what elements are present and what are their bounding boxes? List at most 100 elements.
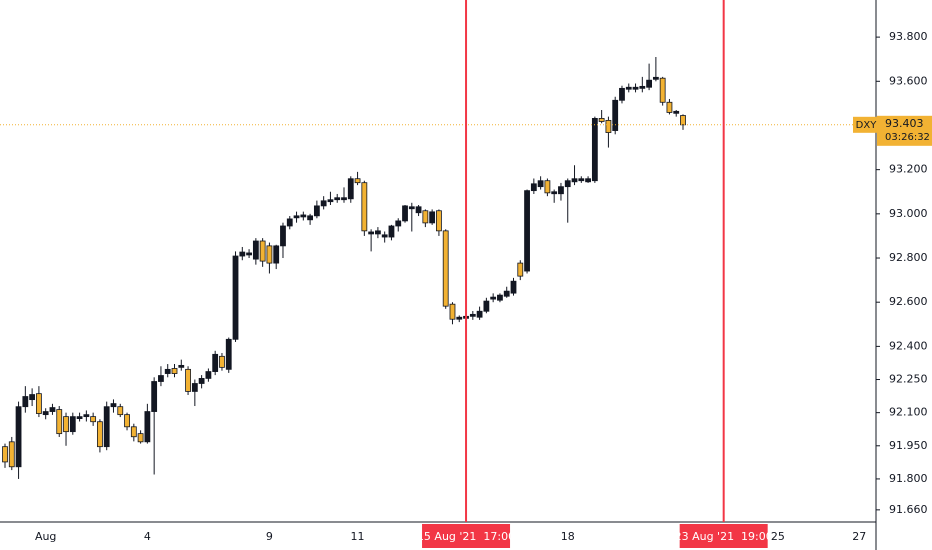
candle-body [320, 200, 327, 207]
y-tick-label: 91.800 [889, 472, 928, 485]
candle-body [497, 294, 503, 301]
candle-body [483, 300, 490, 312]
candle-body [22, 396, 29, 408]
candle-body [280, 225, 286, 247]
candle-body [103, 406, 110, 448]
candle-body [56, 409, 63, 435]
candle-body [673, 110, 680, 114]
y-tick-label: 93.000 [889, 207, 928, 220]
candle-body [117, 406, 124, 416]
candle-body [110, 403, 117, 408]
candle-body [266, 245, 273, 264]
candle-body [327, 199, 334, 203]
y-tick-label: 92.100 [889, 406, 928, 419]
y-tick-label: 92.400 [889, 339, 928, 352]
candle-body [388, 225, 395, 238]
candle-body [503, 290, 510, 297]
x-tick-label: 18 [561, 530, 575, 543]
candle-body [442, 230, 449, 307]
candle-body [259, 240, 266, 262]
candle-body [354, 178, 361, 184]
candle-body [449, 303, 456, 320]
time-marker-box [422, 524, 511, 548]
y-tick-label: 93.200 [889, 163, 928, 176]
y-tick-label: 92.250 [889, 373, 928, 386]
candle-body [469, 313, 476, 317]
candle-body [632, 86, 639, 90]
candle-body [422, 210, 429, 224]
candle-body [517, 262, 524, 277]
candle-body [164, 368, 171, 374]
candle-body [198, 378, 205, 384]
candle-body [402, 205, 408, 222]
candle-body [544, 180, 551, 194]
candle-body [429, 211, 436, 224]
candle-body [90, 416, 97, 423]
candle-body [185, 368, 191, 392]
candle-body [225, 338, 232, 370]
candle-body [510, 280, 517, 294]
candle-body [313, 205, 320, 217]
y-tick-label: 93.600 [889, 74, 928, 87]
candle-body [36, 393, 42, 414]
candle-body [15, 406, 22, 468]
candle-body [680, 115, 686, 126]
y-tick-label: 92.800 [889, 251, 928, 264]
candle-body [286, 218, 293, 227]
candle-body [124, 414, 130, 428]
last-price-label: 93.403 [885, 117, 924, 130]
candle-body [381, 234, 388, 238]
candle-body [137, 433, 144, 443]
candle-body [456, 316, 463, 320]
candle-body [219, 355, 225, 368]
x-tick-label: 11 [351, 530, 365, 543]
candle-body [76, 416, 83, 420]
x-tick-label: 4 [144, 530, 151, 543]
candle-body [42, 411, 49, 416]
candle-body [612, 99, 619, 131]
candle-body [524, 190, 530, 272]
candle-body [2, 446, 8, 463]
candle-body [178, 364, 185, 368]
candle-body [347, 178, 354, 200]
candle-body [361, 182, 368, 232]
candle-body [252, 240, 259, 260]
candle-body [246, 252, 252, 256]
candle-body [29, 394, 36, 401]
candle-body [368, 231, 375, 235]
countdown-label: 03:26:32 [885, 132, 930, 143]
candle-body [646, 79, 652, 88]
candle-body [83, 414, 90, 418]
x-tick-label: 25 [771, 530, 785, 543]
candle-body [374, 230, 381, 235]
candle-body [158, 375, 164, 382]
candle-body [395, 220, 402, 227]
candle-body [8, 441, 15, 468]
candle-body [144, 411, 151, 443]
y-tick-label: 91.950 [889, 439, 928, 452]
candle-body [591, 118, 598, 182]
candle-body [605, 119, 612, 133]
candle-body [625, 86, 632, 90]
candle-body [63, 416, 69, 433]
y-tick-label: 93.800 [889, 30, 928, 43]
candle-body [619, 87, 625, 101]
candle-body [652, 76, 659, 80]
x-tick-label-highlight: 23 Aug '21 19:00 [675, 530, 773, 543]
candle-body [97, 421, 103, 448]
candle-body [205, 371, 212, 379]
candle-body [171, 368, 178, 374]
x-tick-label: 27 [852, 530, 866, 543]
candle-body [293, 215, 300, 219]
candle-body [232, 255, 239, 340]
candle-body [571, 178, 578, 183]
candle-body [341, 197, 347, 201]
candle-body [69, 416, 76, 433]
symbol-label: DXY [856, 120, 878, 131]
candle-body [490, 296, 497, 300]
candle-body [598, 118, 605, 122]
candle-body [191, 383, 198, 392]
x-tick-label: 9 [266, 530, 273, 543]
x-tick-label: Aug [35, 530, 56, 543]
